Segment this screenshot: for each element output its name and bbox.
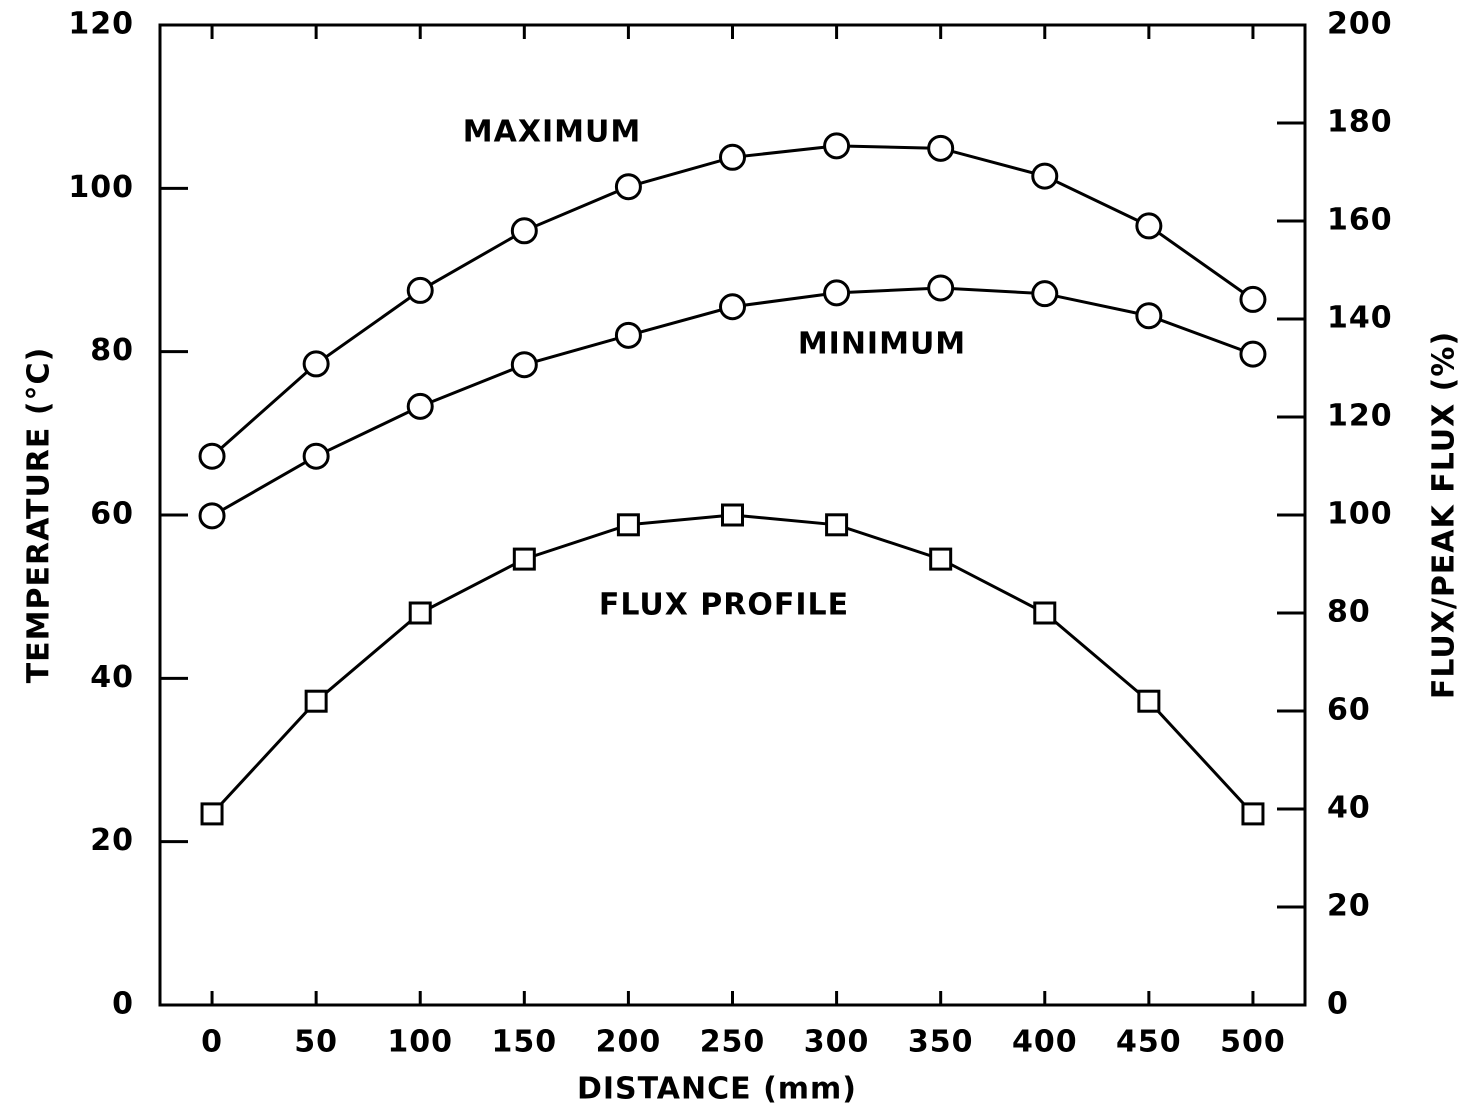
y-tick-label: 100: [68, 170, 134, 205]
square-marker: [1241, 802, 1265, 826]
circle-marker: [198, 502, 226, 530]
y-tick-label: 80: [90, 333, 134, 368]
y-tick-label: 20: [90, 823, 134, 858]
x-tick-label: 200: [596, 1025, 662, 1060]
x-tick-label: 300: [804, 1025, 870, 1060]
y2-tick-label: 120: [1327, 399, 1393, 434]
circle-marker: [1135, 212, 1163, 240]
circle-marker: [614, 321, 642, 349]
series-line: [210, 513, 1255, 815]
x-tick-label: 400: [1012, 1025, 1078, 1060]
square-marker: [200, 802, 224, 826]
circle-marker: [1031, 162, 1059, 190]
circle-marker: [719, 293, 746, 321]
y2-tick-label: 140: [1327, 301, 1393, 336]
square-marker: [1033, 601, 1057, 625]
circle-marker: [510, 351, 538, 379]
y2-tick-label: 0: [1327, 987, 1349, 1022]
circle-marker: [406, 392, 434, 420]
series-line: [211, 286, 1254, 518]
circle-marker: [302, 442, 330, 470]
y2-tick-label: 80: [1327, 595, 1371, 630]
circle-marker: [302, 350, 330, 378]
square-marker: [825, 513, 849, 537]
circle-marker: [1239, 285, 1267, 313]
square-marker: [408, 601, 432, 625]
circle-marker: [823, 279, 851, 307]
y-tick-label: 60: [90, 497, 134, 532]
square-marker: [512, 547, 536, 571]
circle-marker: [1135, 302, 1163, 330]
circle-marker: [614, 173, 642, 201]
x-tick-label: 350: [908, 1025, 974, 1060]
x-tick-label: 0: [201, 1025, 223, 1060]
y2-tick-label: 200: [1327, 7, 1393, 42]
circle-marker: [510, 217, 538, 245]
y-tick-label: 120: [68, 7, 134, 42]
x-axis-label: DISTANCE (mm): [577, 1072, 857, 1107]
y-tick-label: 40: [90, 660, 134, 695]
square-marker: [616, 513, 640, 537]
y2-tick-label: 100: [1327, 497, 1393, 532]
y2-tick-label: 40: [1327, 791, 1371, 826]
y-tick-label: 0: [112, 987, 134, 1022]
y2-axis-label: FLUX/PEAK FLUX (%): [1427, 331, 1462, 699]
series-annotation: MAXIMUM: [463, 115, 641, 150]
x-tick-label: 250: [700, 1025, 766, 1060]
x-tick-label: 500: [1220, 1025, 1286, 1060]
series-annotation: FLUX PROFILE: [599, 588, 849, 623]
circle-marker: [823, 132, 851, 160]
circle-marker: [1239, 340, 1267, 368]
x-tick-label: 150: [492, 1025, 558, 1060]
circle-marker: [406, 276, 434, 304]
square-marker: [1137, 689, 1161, 713]
square-marker: [304, 689, 328, 713]
y-axis-label: TEMPERATURE (°C): [22, 347, 57, 684]
circle-marker: [198, 442, 226, 470]
square-marker: [721, 503, 744, 527]
y2-tick-label: 160: [1327, 203, 1393, 238]
circle-marker: [719, 143, 746, 171]
y2-tick-label: 180: [1327, 105, 1393, 140]
circle-marker: [1031, 280, 1059, 308]
x-tick-label: 100: [387, 1025, 453, 1060]
y2-tick-label: 60: [1327, 693, 1371, 728]
square-marker: [929, 547, 953, 571]
y2-tick-label: 20: [1327, 889, 1371, 924]
x-tick-label: 50: [294, 1025, 338, 1060]
series-annotation: MINIMUM: [798, 327, 966, 362]
circle-marker: [927, 134, 955, 162]
circle-marker: [927, 274, 955, 302]
x-tick-label: 450: [1116, 1025, 1182, 1060]
